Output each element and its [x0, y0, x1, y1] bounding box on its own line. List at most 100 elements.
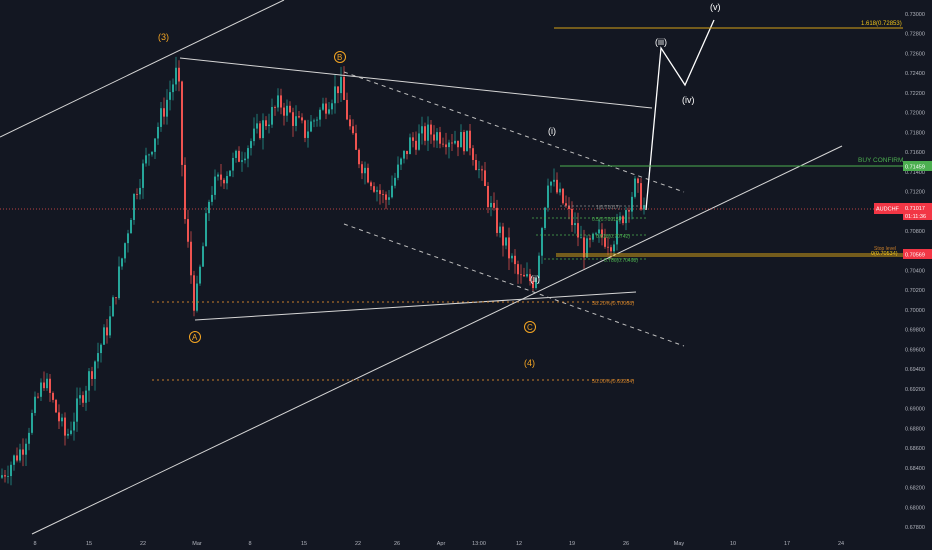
upper-channel-line[interactable]: [0, 0, 285, 138]
candle-body: [430, 124, 432, 135]
candle-body: [493, 202, 495, 208]
y-tick-label: 0.72000: [905, 111, 925, 117]
y-tick-label: 0.71800: [905, 130, 925, 136]
candle-body: [256, 123, 258, 129]
fib-small-0-text: 0(0.70534): [871, 251, 898, 257]
candle-body: [91, 371, 93, 379]
wave-ii-label: (ii): [530, 274, 540, 284]
candle-body: [508, 237, 510, 259]
candle-body: [352, 126, 354, 134]
candle-body: [517, 264, 519, 275]
triangle-lower-line[interactable]: [194, 291, 637, 321]
candle-body: [49, 378, 51, 393]
x-tick-label: 8: [248, 541, 251, 547]
y-tick-label: 0.71400: [905, 170, 925, 176]
candle-body: [394, 177, 396, 186]
candle-body: [568, 205, 570, 209]
candle-body: [367, 167, 369, 183]
candle-body: [454, 140, 456, 144]
candle-body: [43, 382, 45, 389]
candle-body: [214, 176, 216, 195]
wave-3-label: (3): [158, 32, 169, 42]
wave-b-circle: [334, 51, 346, 63]
y-tick-label: 0.69200: [905, 387, 925, 393]
candle-body: [535, 277, 537, 288]
stop-price: 0.70569: [905, 253, 925, 259]
candle-body: [586, 238, 588, 258]
candle-body: [34, 396, 36, 413]
candle-body: [532, 281, 534, 288]
y-tick-label: 0.69400: [905, 367, 925, 373]
candle-body: [550, 181, 552, 186]
candle-body: [175, 67, 177, 85]
candle-body: [244, 158, 246, 161]
candle-body: [298, 116, 300, 118]
y-tick-label: 0.68600: [905, 446, 925, 452]
current-price-text: 0.71017: [905, 206, 925, 212]
candle-body: [109, 316, 111, 336]
buy-confirm-badge: [903, 161, 932, 171]
wave-projection-path[interactable]: [645, 19, 715, 211]
candle-body: [241, 160, 243, 162]
candle-body: [490, 202, 492, 208]
candle-body: [190, 241, 192, 276]
y-tick-label: 0.70000: [905, 308, 925, 314]
candle-body: [547, 185, 549, 208]
candle-body: [271, 107, 273, 125]
y-tick-label: 0.67800: [905, 525, 925, 531]
candle-body: [340, 76, 342, 94]
candle-body: [310, 121, 312, 132]
time-axis[interactable]: 8 15 22 Mar 8 15 22 26 Apr 13:00 12 19 26 May 10 17 24: [33, 541, 844, 547]
x-tick-label: 15: [301, 541, 307, 547]
x-tick-label: May: [674, 541, 685, 547]
x-tick-label: 22: [140, 541, 146, 547]
stop-text: Stop level: [874, 246, 896, 252]
lower-channel-line[interactable]: [31, 145, 843, 535]
current-price-badge: [903, 203, 932, 220]
candle-body: [574, 223, 576, 226]
price-badges: 0.71459 AUDCHF 0.71017 01:11:36 0.70569: [874, 161, 932, 259]
candle-body: [247, 148, 249, 159]
stop-badge: [903, 249, 932, 259]
wave-i-label: (i): [548, 126, 556, 136]
triangle-upper-line[interactable]: [179, 57, 653, 109]
candle-body: [133, 194, 135, 220]
candle-body: [79, 395, 81, 399]
y-tick-label: 0.68400: [905, 466, 925, 472]
candle-body: [223, 179, 225, 184]
candle-body: [631, 196, 633, 212]
x-tick-label: 12: [516, 541, 522, 547]
candles-layer: [1, 56, 645, 486]
candle-body: [373, 186, 375, 192]
x-tick-label: 19: [569, 541, 575, 547]
candle-body: [640, 183, 642, 210]
candle-body: [571, 208, 573, 226]
candle-body: [634, 178, 636, 197]
candle-body: [346, 99, 348, 120]
candle-body: [577, 223, 579, 238]
candle-body: [52, 392, 54, 400]
x-tick-label: 15: [86, 541, 92, 547]
candle-body: [433, 134, 435, 141]
candle-body: [22, 449, 24, 455]
candle-body: [280, 95, 282, 108]
x-tick-label: 26: [623, 541, 629, 547]
candle-body: [193, 275, 195, 311]
candle-body: [520, 274, 522, 276]
candle-body: [553, 179, 555, 182]
wave-c-circle: [524, 321, 536, 333]
candle-body: [637, 178, 639, 184]
x-tick-label: Apr: [437, 541, 446, 547]
candle-body: [556, 179, 558, 193]
candle-body: [115, 297, 117, 299]
candle-body: [427, 124, 429, 141]
y-tick-label: 0.69000: [905, 407, 925, 413]
candle-body: [424, 126, 426, 141]
y-tick-label: 0.69800: [905, 328, 925, 334]
candle-body: [181, 81, 183, 165]
candle-body: [376, 190, 378, 192]
candle-body: [439, 132, 441, 144]
wave-v-label: (v): [710, 2, 721, 12]
candle-body: [262, 120, 264, 139]
